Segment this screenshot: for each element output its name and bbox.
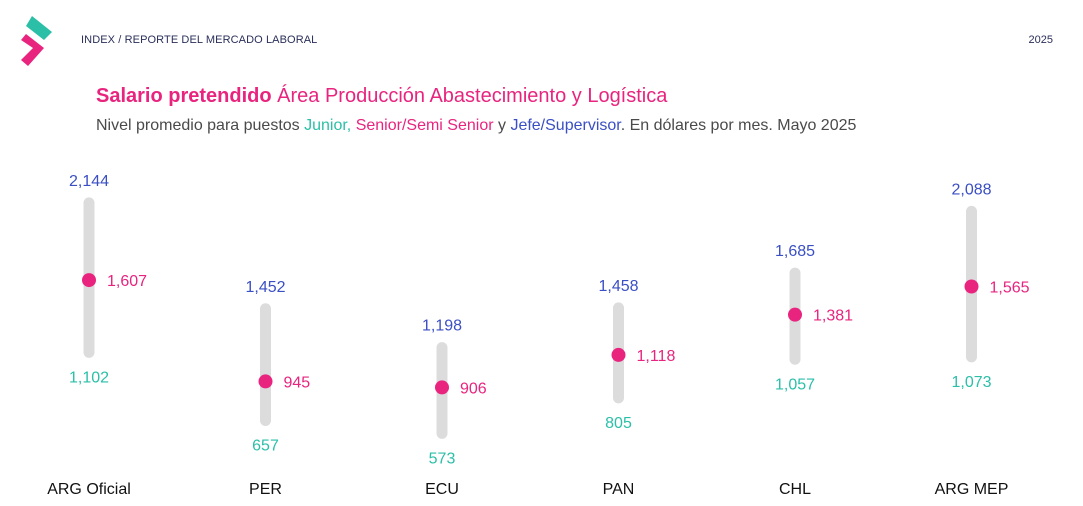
chart-title: Salario pretendido Área Producción Abast… <box>96 85 667 108</box>
label-jefe: 1,685 <box>775 243 815 260</box>
subtitle-prefix: Nivel promedio para puestos <box>96 117 305 134</box>
point-senior <box>611 347 626 362</box>
chart-title-bold: Salario pretendido <box>96 85 272 107</box>
point-senior <box>82 273 96 288</box>
legend-senior: Senior/Semi Senior <box>355 117 494 134</box>
legend-junior: Junior, <box>304 117 352 134</box>
chart-title-rest: Área Producción Abastecimiento y Logísti… <box>271 85 668 107</box>
label-jefe: 1,452 <box>245 279 285 296</box>
point-senior <box>788 307 802 322</box>
label-junior: 1,102 <box>69 369 109 386</box>
point-senior <box>258 374 273 389</box>
label-senior: 906 <box>460 380 487 397</box>
label-senior: 1,381 <box>813 308 853 325</box>
point-senior <box>435 380 449 395</box>
label-jefe: 2,144 <box>69 173 109 190</box>
label-jefe: 1,458 <box>598 278 638 295</box>
label-senior: 1,118 <box>637 348 676 365</box>
label-junior: 573 <box>429 450 456 467</box>
chart-subtitle: Nivel promedio para puestos Junior, Seni… <box>96 117 856 135</box>
header-year: 2025 <box>1028 34 1053 46</box>
label-senior: 1,607 <box>107 273 147 290</box>
subtitle-suffix: . En dólares por mes. Mayo 2025 <box>620 117 857 134</box>
point-senior <box>964 279 979 294</box>
subtitle-connector: y <box>493 117 511 134</box>
label-junior: 1,057 <box>775 376 815 393</box>
label-jefe: 1,198 <box>422 318 462 335</box>
label-junior: 657 <box>252 438 279 455</box>
category-label: PAN <box>603 481 635 498</box>
label-jefe: 2,088 <box>951 181 991 198</box>
legend-jefe: Jefe/Supervisor <box>510 117 621 134</box>
brand-logo <box>21 16 52 66</box>
label-senior: 1,565 <box>990 279 1030 296</box>
label-senior: 945 <box>284 374 311 391</box>
category-label: ARG Oficial <box>47 481 131 498</box>
label-junior: 1,073 <box>951 374 991 391</box>
category-label: PER <box>249 481 282 498</box>
label-junior: 805 <box>605 415 632 432</box>
header-breadcrumb: INDEX / REPORTE DEL MERCADO LABORAL <box>81 34 318 46</box>
category-label: ECU <box>425 481 459 498</box>
category-label: ARG MEP <box>935 481 1009 498</box>
category-label: CHL <box>779 481 811 498</box>
